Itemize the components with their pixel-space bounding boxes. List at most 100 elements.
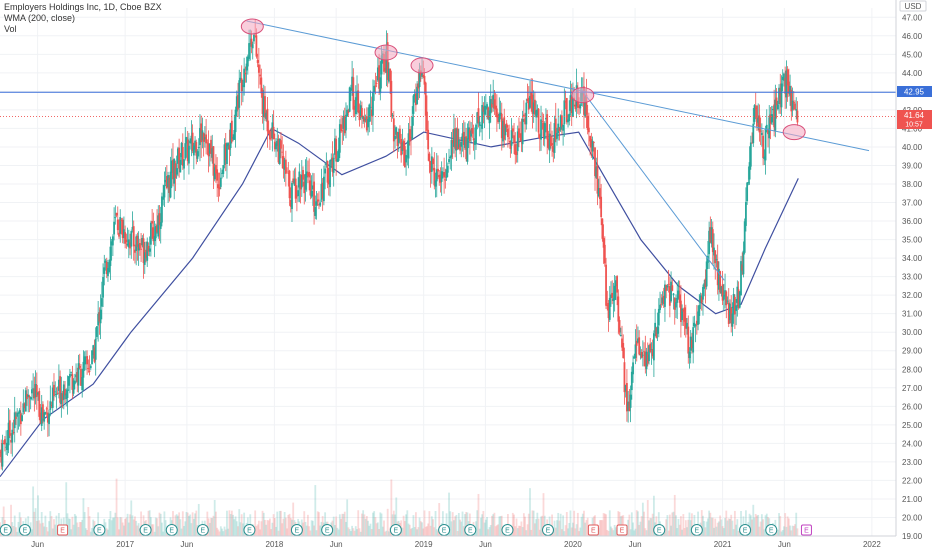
candle-body <box>789 85 791 96</box>
candle-body <box>61 393 64 401</box>
volume-bar <box>688 512 691 536</box>
candle-body <box>29 397 32 400</box>
candle-body <box>779 88 782 104</box>
volume-bar <box>677 518 680 536</box>
volume-bar <box>525 530 528 536</box>
candle-body <box>250 38 253 47</box>
candle-body <box>104 260 107 263</box>
volume-bar <box>418 517 421 536</box>
volume-bar <box>575 524 578 536</box>
volume-bar <box>316 511 319 536</box>
volume-bar <box>606 529 609 536</box>
candle-body <box>392 118 395 142</box>
volume-bar <box>119 517 122 536</box>
volume-bar <box>208 522 211 536</box>
candle-body <box>531 94 534 114</box>
candle-body <box>24 390 27 412</box>
volume-bar <box>237 526 239 536</box>
volume-bar <box>257 520 260 536</box>
candle-body <box>594 147 596 177</box>
volume-bar <box>367 520 369 536</box>
volume-bar <box>197 503 200 536</box>
volume-bar <box>608 510 611 536</box>
volume-bar <box>462 526 465 536</box>
candle-body <box>98 312 101 322</box>
volume-bar <box>87 507 90 536</box>
candle-body <box>643 351 645 353</box>
time-axis[interactable]: Jun 2017 Jun 2018 Jun 2019 Jun 2020 Jun 2021 Jun 20… <box>0 535 896 549</box>
candle-body <box>334 138 336 155</box>
volume-bar <box>568 523 571 536</box>
candle-body <box>429 160 432 172</box>
volume-bar <box>613 525 616 536</box>
currency-label: USD <box>905 2 922 11</box>
event-label: E <box>325 528 330 535</box>
volume-bar <box>348 529 351 536</box>
candle-body <box>475 124 477 145</box>
volume-bar <box>480 517 482 536</box>
volume-bar <box>732 529 735 536</box>
candle-body <box>646 354 649 364</box>
volume-bar <box>284 517 287 536</box>
candle-body <box>613 285 616 300</box>
candle-body <box>153 235 156 242</box>
candle-body <box>292 178 295 183</box>
candle-body <box>365 116 368 131</box>
candle-body <box>459 144 461 151</box>
volume-bar <box>682 514 685 536</box>
candle-body <box>107 267 109 277</box>
candle-body <box>2 443 5 444</box>
candle-body <box>541 120 544 122</box>
highlight-circle <box>410 57 434 74</box>
volume-bar <box>368 525 371 536</box>
volume-bar <box>715 526 718 536</box>
candle-body <box>489 99 492 114</box>
candle-body <box>262 96 265 118</box>
price-tick-label: 47.00 <box>902 13 923 22</box>
candle-body <box>792 102 795 104</box>
candle-body <box>373 85 376 93</box>
candle-body <box>640 351 643 358</box>
candle-body <box>114 217 117 219</box>
candle-body <box>467 127 470 140</box>
volume-bar <box>537 518 540 536</box>
drawings <box>0 18 896 281</box>
price-tick-label: 29.00 <box>902 347 923 356</box>
candle-body <box>618 320 621 333</box>
candle-body <box>790 89 793 112</box>
event-marker: E <box>93 524 106 536</box>
candle-body <box>265 112 268 120</box>
candle-body <box>769 114 772 124</box>
volume-bar <box>283 511 286 536</box>
volume-bar <box>518 525 520 536</box>
candle-body <box>596 165 599 194</box>
candle-body <box>781 76 784 81</box>
volume-bar <box>633 530 636 536</box>
candle-body <box>126 243 129 246</box>
volume-bar <box>282 518 285 536</box>
volume-bar <box>650 518 653 536</box>
volume-bar <box>105 528 108 536</box>
candle-body <box>716 261 719 286</box>
volume-bar <box>109 511 112 536</box>
volume-bar <box>438 503 441 536</box>
candle-body <box>251 44 254 49</box>
volume-bar <box>427 523 430 536</box>
volume-bar <box>55 515 58 536</box>
candle-body <box>432 158 434 165</box>
volume-bar <box>581 513 584 536</box>
volume-bar <box>319 525 322 536</box>
candle-body <box>216 169 219 181</box>
volume-bar <box>649 517 652 536</box>
volume-bar <box>796 528 799 536</box>
volume-bar <box>292 502 295 536</box>
candle-body <box>612 298 615 301</box>
volume-bar <box>586 517 589 536</box>
candle-body <box>305 171 308 178</box>
price-axis[interactable]: USD 19.00 20.00 21.00 22.00 23.00 24.00 25.00 2… <box>895 0 932 550</box>
volume-bar <box>610 526 612 536</box>
candle-body <box>684 317 687 329</box>
candle-body <box>513 135 515 144</box>
volume-bar <box>531 510 534 536</box>
